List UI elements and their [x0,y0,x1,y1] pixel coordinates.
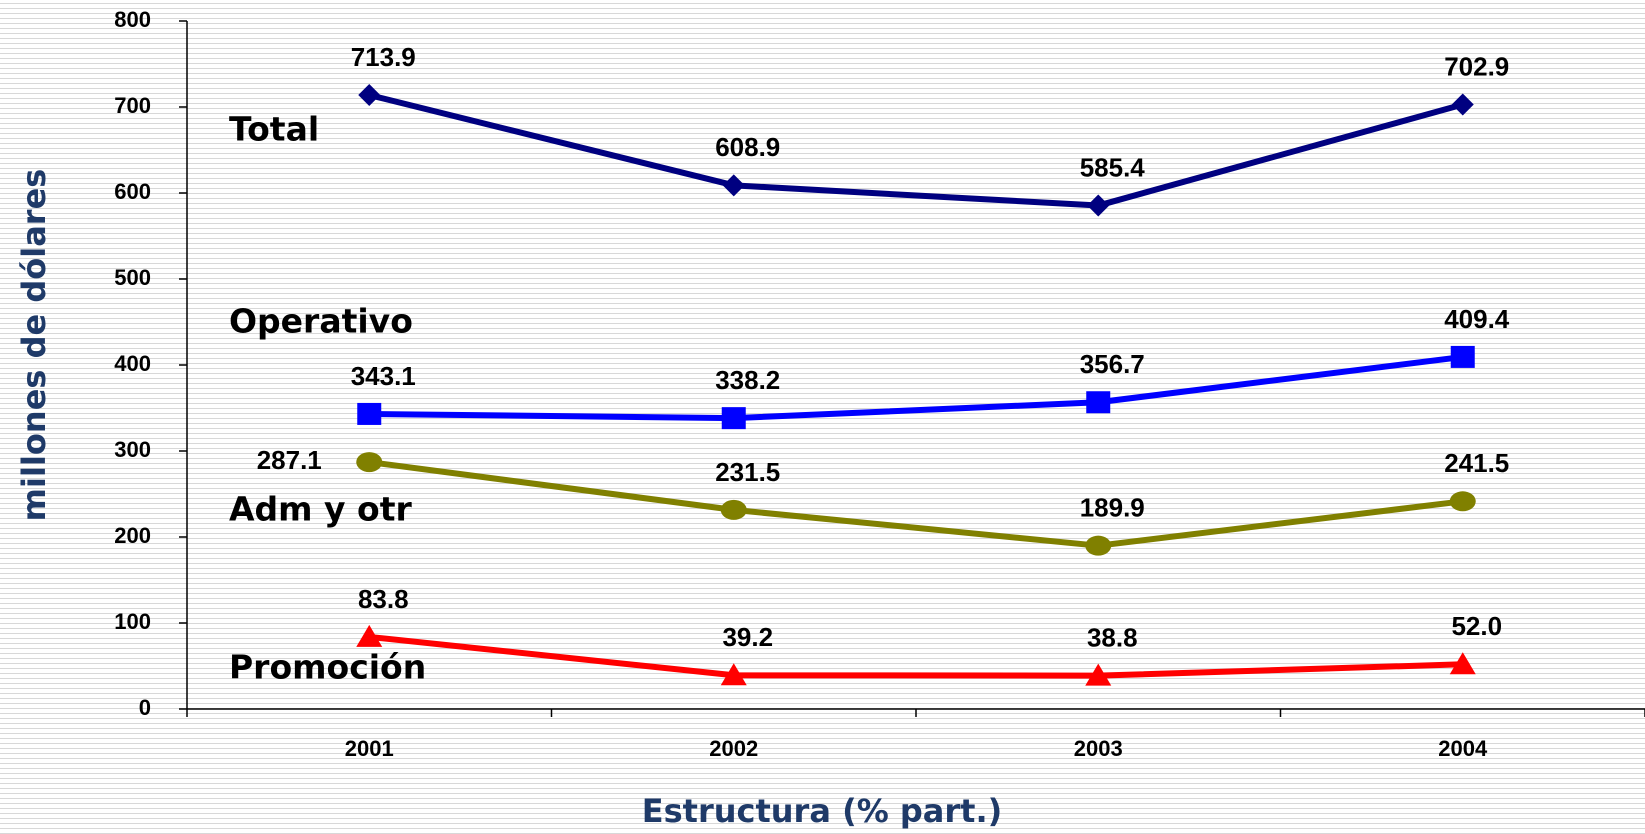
data-label: 585.4 [1080,152,1146,182]
data-label: 231.5 [715,457,780,487]
y-axis-title: millones de dólares [15,169,53,522]
x-tick-label: 2002 [709,736,758,761]
series-name: Total [229,110,319,149]
point [357,402,382,425]
series-line [368,92,1464,209]
point [1086,391,1111,414]
data-label: 189.9 [1080,493,1145,523]
point [720,663,747,686]
data-label: 608.9 [715,132,780,162]
x-tick-label: 2001 [345,736,394,761]
point [1449,491,1476,512]
y-tick-label: 200 [114,523,151,548]
y-tick-label: 500 [114,265,151,290]
series-name: Promoción [229,648,426,687]
y-tick-label: 800 [114,7,151,32]
point [722,174,745,197]
point [721,407,746,430]
y-tick-label: 100 [114,609,151,634]
point [1451,93,1474,116]
point [1087,194,1110,217]
x-tick-label: 2004 [1438,736,1488,761]
data-label: 338.2 [715,365,780,395]
point [358,84,381,107]
point [1449,652,1476,675]
data-label: 702.9 [1444,51,1509,81]
data-label: 409.4 [1444,304,1510,334]
series-line [368,459,1464,549]
data-label: 83.8 [358,584,409,614]
data-label: 356.7 [1080,349,1145,379]
point [1085,663,1112,686]
series-line [368,633,1463,679]
series-line [369,353,1464,422]
data-label: 38.8 [1087,623,1138,653]
series-name: Operativo [229,302,413,341]
point [356,452,383,473]
y-tick-label: 400 [114,351,151,376]
point [720,499,747,520]
y-tick-label: 600 [114,179,151,204]
x-tick-label: 2003 [1074,736,1123,761]
data-label: 52.0 [1451,611,1502,641]
data-label: 713.9 [351,42,416,72]
point [1450,345,1475,368]
data-label: 39.2 [722,622,773,652]
y-tick-label: 700 [114,93,151,118]
data-label: 287.1 [257,445,322,475]
y-tick-label: 300 [114,437,151,462]
point [356,624,383,647]
data-label: 343.1 [351,361,416,391]
series-name: Adm y otr [229,490,412,529]
point [1085,535,1112,556]
data-label: 241.5 [1444,448,1509,478]
x-axis-title: Estructura (% part.) [642,792,1003,830]
y-tick-label: 0 [139,695,151,720]
